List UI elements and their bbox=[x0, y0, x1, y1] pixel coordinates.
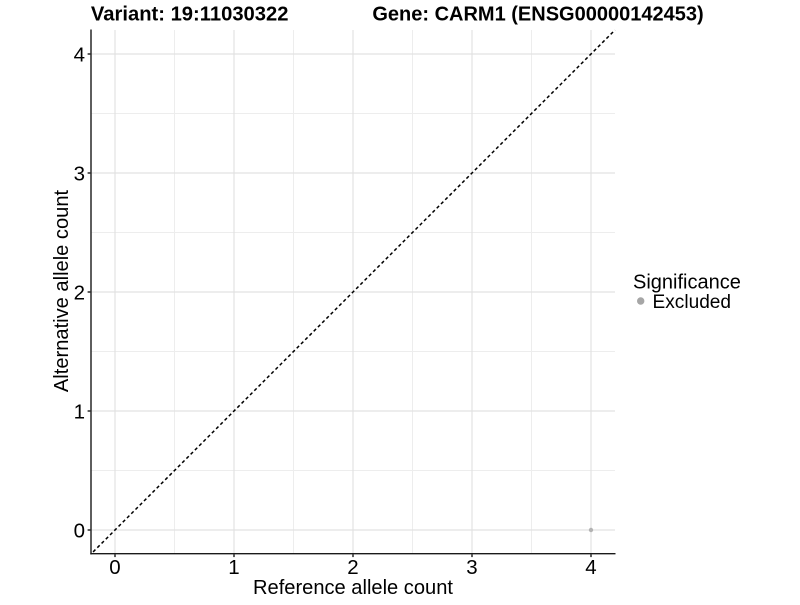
svg-text:2: 2 bbox=[74, 282, 85, 305]
svg-text:4: 4 bbox=[74, 44, 85, 67]
svg-text:Reference allele count: Reference allele count bbox=[253, 577, 453, 599]
svg-text:3: 3 bbox=[74, 163, 85, 186]
svg-text:3: 3 bbox=[466, 556, 477, 579]
svg-text:2: 2 bbox=[347, 556, 358, 579]
svg-text:Variant: 19:11030322: Variant: 19:11030322 bbox=[91, 3, 289, 25]
svg-text:1: 1 bbox=[74, 401, 85, 424]
svg-text:Alternative allele count: Alternative allele count bbox=[51, 190, 73, 393]
svg-text:Excluded: Excluded bbox=[653, 292, 732, 313]
svg-text:4: 4 bbox=[585, 556, 596, 579]
svg-text:Gene: CARM1 (ENSG00000142453): Gene: CARM1 (ENSG00000142453) bbox=[372, 3, 703, 25]
svg-text:0: 0 bbox=[74, 520, 85, 543]
svg-text:Significance: Significance bbox=[633, 272, 741, 294]
svg-text:1: 1 bbox=[228, 556, 239, 579]
svg-text:0: 0 bbox=[109, 556, 120, 579]
